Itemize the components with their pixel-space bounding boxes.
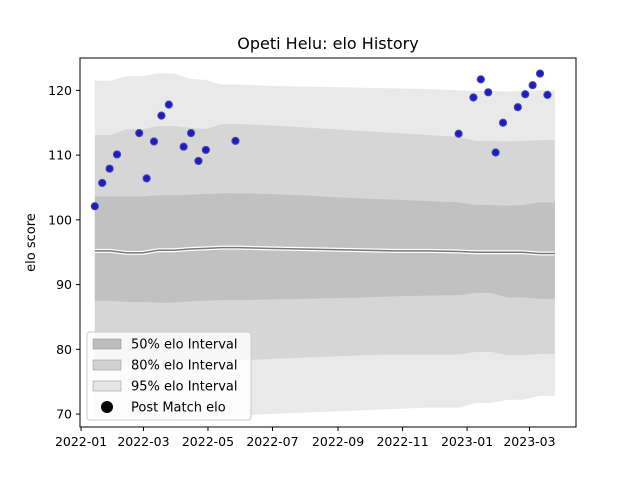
post-match-elo-point — [491, 148, 500, 157]
y-tick-label: 120 — [48, 83, 72, 98]
post-match-elo-point — [454, 129, 463, 138]
post-match-elo-point — [513, 103, 522, 112]
post-match-elo-point — [142, 174, 151, 183]
x-tick-label: 2023-03 — [503, 434, 555, 449]
legend: 50% elo Interval 80% elo Interval 95% elo … — [86, 331, 252, 421]
x-tick-label: 2022-07 — [246, 434, 298, 449]
post-match-elo-point — [186, 128, 196, 138]
y-tick-label: 100 — [48, 212, 72, 227]
legend-swatch-95 — [92, 380, 122, 392]
post-match-elo-point — [179, 142, 188, 151]
y-axis-label: elo score — [24, 213, 39, 272]
legend-swatch-80 — [92, 359, 122, 371]
x-tick-label: 2022-05 — [182, 434, 234, 449]
post-match-elo-point — [112, 150, 122, 159]
legend-label: 80% elo Interval — [131, 359, 238, 374]
x-tick-label: 2022-03 — [117, 434, 169, 449]
mean-elo-line — [94, 246, 555, 255]
post-match-elo-point — [90, 202, 99, 211]
legend-label: 50% elo Interval — [131, 338, 238, 353]
post-match-elo-point — [476, 75, 485, 84]
post-match-elo-point — [135, 128, 144, 138]
post-match-elo-point — [469, 93, 478, 102]
post-match-elo-point — [149, 137, 159, 146]
post-match-elo-point — [543, 90, 552, 100]
x-tick-label: 2022-09 — [312, 434, 364, 449]
legend-box — [86, 331, 252, 421]
post-match-elo-point — [201, 145, 210, 155]
post-match-elo-point — [98, 178, 107, 188]
x-tick-label: 2022-01 — [55, 434, 107, 449]
chart-title: Opeti Helu: elo History — [237, 34, 418, 53]
post-match-elo-point — [157, 111, 166, 120]
x-tick-label: 2022-11 — [376, 434, 428, 449]
post-match-elo-point — [164, 100, 173, 109]
y-axis: 70 80 90 100 110 120 — [48, 83, 80, 422]
legend-swatch-50 — [92, 338, 122, 350]
legend-label: Post Match elo — [131, 401, 226, 416]
y-tick-label: 110 — [48, 148, 72, 163]
post-match-elo-point — [528, 81, 537, 90]
x-axis: 2022-01 2022-03 2022-05 2022-07 2022-09 2022-… — [55, 427, 556, 449]
post-match-elo-point — [521, 90, 530, 99]
post-match-elo-point — [231, 136, 240, 145]
post-match-elo-point — [105, 164, 114, 173]
post-match-elo-point — [498, 118, 508, 127]
post-match-elo-point — [535, 69, 545, 78]
post-match-elo-point — [194, 156, 203, 166]
axes-frame — [79, 57, 577, 428]
legend-marker-post-match — [101, 401, 113, 413]
y-tick-label: 80 — [56, 342, 72, 357]
y-tick-label: 90 — [56, 277, 72, 292]
post-match-elo-point — [484, 88, 493, 97]
legend-label: 95% elo Interval — [131, 380, 238, 395]
y-tick-label: 70 — [56, 407, 72, 422]
x-tick-label: 2023-01 — [441, 434, 493, 449]
